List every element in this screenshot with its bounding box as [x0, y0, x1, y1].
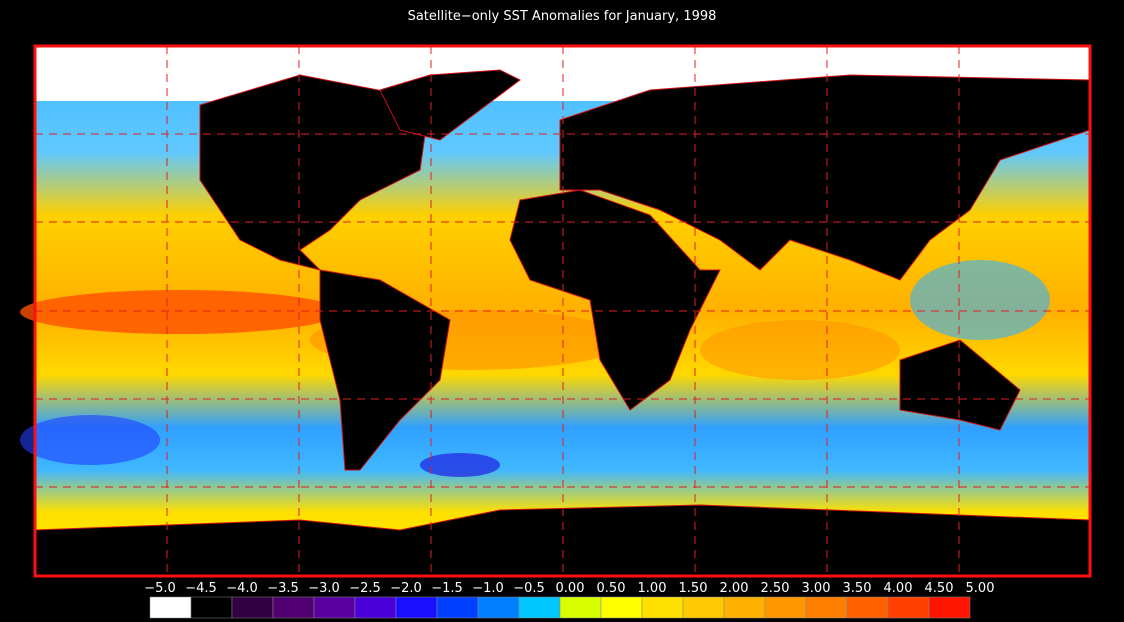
colorbar-tick-label: 0.00	[556, 581, 585, 596]
colorbar-tick-label: −3.5	[267, 581, 299, 596]
color-box	[395, 596, 438, 619]
colorbar-tick-label: −1.5	[431, 581, 463, 596]
color-box	[682, 596, 725, 619]
title: Satellite−only SST Anomalies for January…	[408, 9, 717, 24]
color-box	[231, 596, 274, 619]
map	[20, 44, 1092, 578]
colorbar-tick-label: −4.0	[226, 581, 258, 596]
color-box	[846, 596, 889, 619]
cool-anomaly	[20, 415, 160, 465]
colorbar: −5.0 −4.5 −4.0 −3.5 −3.0 −2.5 −2.0 −1.5 −1.0 −0.5…	[144, 581, 995, 619]
warm-anomaly	[20, 290, 340, 334]
colorbar-tick-label: −0.5	[513, 581, 545, 596]
colorbar-tick-label: −3.0	[308, 581, 340, 596]
colorbar-tick-label: 0.50	[597, 581, 626, 596]
colorbar-tick-label: −1.0	[472, 581, 504, 596]
color-box	[313, 596, 356, 619]
cool-anomaly	[420, 453, 500, 477]
warm-anomaly	[700, 320, 900, 380]
colorbar-tick-label: −5.0	[144, 581, 176, 596]
color-box	[272, 596, 315, 619]
color-box	[887, 596, 930, 619]
color-box	[518, 596, 561, 619]
color-box	[641, 596, 684, 619]
colorbar-tick-label: 1.00	[638, 581, 667, 596]
color-box	[600, 596, 643, 619]
colorbar-tick-label: 4.00	[884, 581, 913, 596]
colorbar-tick-label: −4.5	[185, 581, 217, 596]
map-frame	[33, 44, 1092, 578]
color-box	[805, 596, 848, 619]
color-box	[190, 596, 233, 619]
colorbar-tick-label: 2.00	[720, 581, 749, 596]
color-box	[764, 596, 807, 619]
colorbar-tick-label: 1.50	[679, 581, 708, 596]
cool-anomaly	[910, 260, 1050, 340]
colorbar-tick-label: −2.0	[390, 581, 422, 596]
color-box	[354, 596, 397, 619]
color-box	[723, 596, 766, 619]
graticule	[35, 46, 1090, 576]
color-box	[559, 596, 602, 619]
color-box	[928, 596, 971, 619]
colorbar-tick-label: 3.50	[843, 581, 872, 596]
colorbar-tick-label: −2.5	[349, 581, 381, 596]
colorbar-tick-label: 2.50	[761, 581, 790, 596]
colorbar-tick-label: 5.00	[966, 581, 995, 596]
colorbar-tick-label: 4.50	[925, 581, 954, 596]
colorbar-tick-label: 3.00	[802, 581, 831, 596]
color-box	[477, 596, 520, 619]
color-box	[436, 596, 479, 619]
color-box	[149, 596, 192, 619]
